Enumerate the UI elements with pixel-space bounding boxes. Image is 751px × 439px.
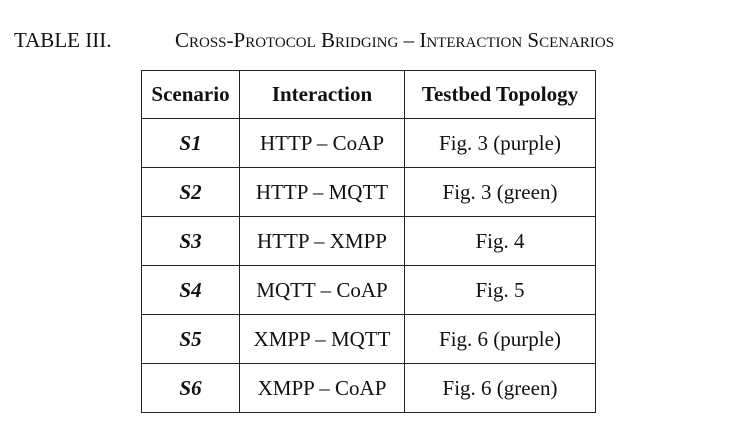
table-title: Cross-Protocol Bridging – Interaction Sc… (175, 28, 615, 52)
header-testbed-topology: Testbed Topology (404, 70, 596, 119)
interaction-cell: HTTP – XMPP (239, 216, 405, 266)
scenario-cell: S3 (141, 216, 240, 266)
table-caption: TABLE III. Cross-Protocol Bridging – Int… (14, 27, 744, 53)
table-row: S6 XMPP – CoAP Fig. 6 (green) (141, 363, 596, 413)
interaction-cell: XMPP – CoAP (239, 363, 405, 413)
interaction-cell: MQTT – CoAP (239, 265, 405, 315)
topology-cell: Fig. 3 (green) (404, 167, 596, 217)
interaction-cell: HTTP – MQTT (239, 167, 405, 217)
header-interaction: Interaction (239, 70, 405, 119)
table-row: S2 HTTP – MQTT Fig. 3 (green) (141, 167, 596, 217)
table-row: S3 HTTP – XMPP Fig. 4 (141, 216, 596, 266)
table-row: S1 HTTP – CoAP Fig. 3 (purple) (141, 118, 596, 168)
scenario-cell: S4 (141, 265, 240, 315)
scenario-cell: S2 (141, 167, 240, 217)
scenario-cell: S6 (141, 363, 240, 413)
topology-cell: Fig. 5 (404, 265, 596, 315)
scenario-cell: S5 (141, 314, 240, 364)
table-row: S5 XMPP – MQTT Fig. 6 (purple) (141, 314, 596, 364)
interaction-cell: HTTP – CoAP (239, 118, 405, 168)
scenarios-table: Scenario Interaction Testbed Topology S1… (141, 70, 596, 413)
topology-cell: Fig. 6 (green) (404, 363, 596, 413)
interaction-cell: XMPP – MQTT (239, 314, 405, 364)
table-row: S4 MQTT – CoAP Fig. 5 (141, 265, 596, 315)
topology-cell: Fig. 4 (404, 216, 596, 266)
table-header-row: Scenario Interaction Testbed Topology (141, 70, 596, 119)
topology-cell: Fig. 6 (purple) (404, 314, 596, 364)
header-scenario: Scenario (141, 70, 240, 119)
topology-cell: Fig. 3 (purple) (404, 118, 596, 168)
scenario-cell: S1 (141, 118, 240, 168)
table-number: TABLE III. (14, 28, 112, 52)
